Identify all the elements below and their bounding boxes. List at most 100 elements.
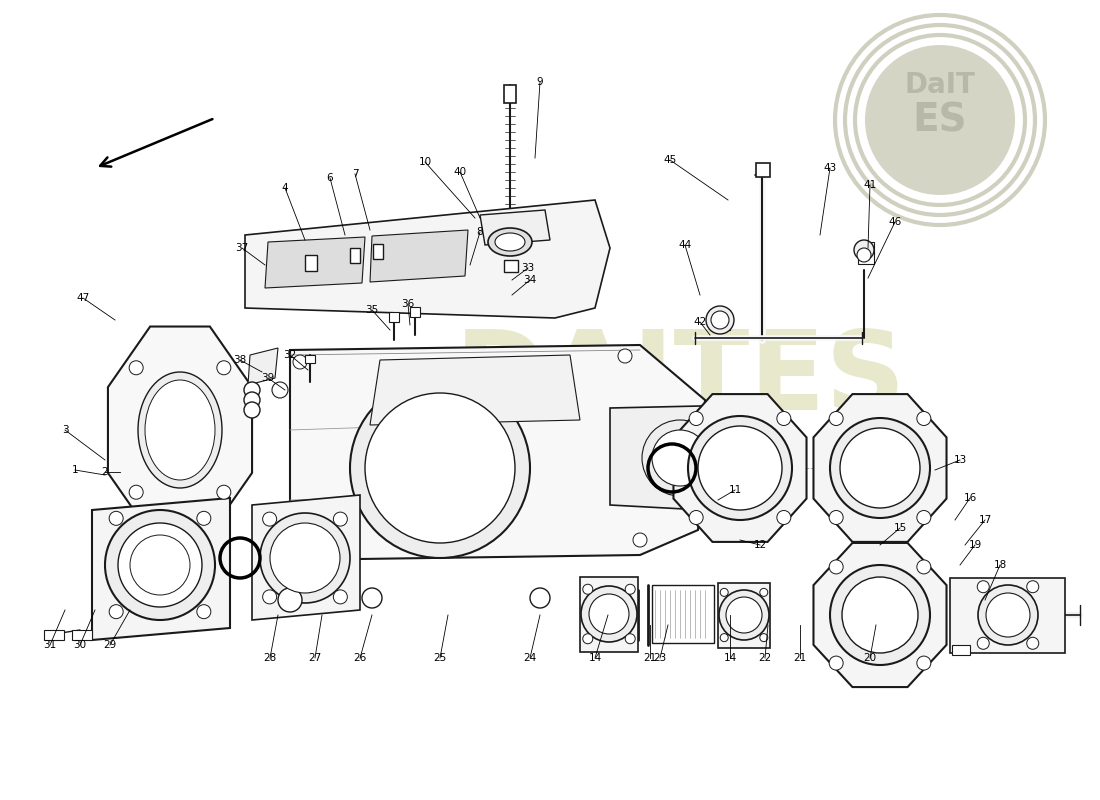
Circle shape [217,361,231,374]
Text: 45: 45 [663,155,676,165]
Text: 21: 21 [644,653,657,663]
Text: 1: 1 [72,465,78,475]
Bar [858,242,874,264]
Circle shape [711,311,729,329]
Text: 43: 43 [824,163,837,173]
Circle shape [244,392,260,408]
Circle shape [829,510,844,525]
Text: 31: 31 [43,640,56,650]
Circle shape [829,411,844,426]
Circle shape [217,486,231,499]
Circle shape [365,393,515,543]
Text: 28: 28 [263,653,276,663]
Text: 17: 17 [978,515,991,525]
Circle shape [625,634,635,644]
Circle shape [854,240,874,260]
Circle shape [104,510,214,620]
Polygon shape [673,394,806,542]
Circle shape [726,597,762,633]
Ellipse shape [145,380,214,480]
Circle shape [916,560,931,574]
Circle shape [777,510,791,525]
Bar [389,312,399,322]
Text: 37: 37 [235,243,249,253]
Bar [72,630,92,640]
Circle shape [857,248,871,262]
Circle shape [288,541,302,555]
Text: 21: 21 [793,653,806,663]
Circle shape [244,402,260,418]
Circle shape [865,45,1015,195]
Circle shape [698,426,782,510]
Ellipse shape [138,372,222,488]
Circle shape [333,512,348,526]
Bar [373,244,383,259]
Text: 29: 29 [103,640,117,650]
Text: DAITES: DAITES [454,326,905,434]
Text: 25: 25 [433,653,447,663]
Text: 32: 32 [284,350,297,360]
Text: 44: 44 [679,240,692,250]
Text: ES: ES [913,101,967,139]
Text: 30: 30 [74,640,87,650]
Circle shape [690,510,703,525]
Circle shape [652,430,708,486]
Polygon shape [814,394,946,542]
Circle shape [760,634,768,642]
Text: 46: 46 [889,217,902,227]
Text: a passion for parts since 1985: a passion for parts since 1985 [433,435,767,525]
Circle shape [642,420,718,496]
Text: 12: 12 [754,540,767,550]
Circle shape [197,605,211,618]
Circle shape [270,523,340,593]
Bar [504,260,518,272]
Bar [410,307,420,317]
Circle shape [583,584,593,594]
Polygon shape [610,405,748,512]
Circle shape [129,361,143,374]
Text: 20: 20 [864,653,877,663]
Circle shape [244,382,260,398]
Bar [718,583,770,648]
Text: 42: 42 [693,317,706,327]
Text: 24: 24 [524,653,537,663]
Circle shape [263,590,276,604]
Text: DaIT: DaIT [904,71,976,99]
Bar [44,630,64,640]
Polygon shape [480,210,550,245]
Circle shape [109,511,123,526]
Circle shape [986,593,1030,637]
Circle shape [688,416,792,520]
Circle shape [293,355,307,369]
Polygon shape [92,498,230,640]
Bar [756,163,770,177]
Polygon shape [814,543,946,687]
Text: 38: 38 [233,355,246,365]
Text: 18: 18 [993,560,1007,570]
Bar [712,310,730,330]
Text: 41: 41 [864,180,877,190]
Bar [580,577,638,652]
Text: 40: 40 [453,167,466,177]
Circle shape [618,349,632,363]
Bar [305,255,317,271]
Circle shape [625,584,635,594]
Circle shape [720,588,728,596]
Text: 14: 14 [588,653,602,663]
Ellipse shape [495,233,525,251]
Circle shape [978,585,1038,645]
Ellipse shape [488,228,532,256]
Circle shape [916,411,931,426]
Circle shape [260,513,350,603]
Text: 19: 19 [968,540,981,550]
Polygon shape [108,326,252,534]
Circle shape [977,581,989,593]
Text: 27: 27 [308,653,321,663]
Text: 16: 16 [964,493,977,503]
Text: 2: 2 [101,467,108,477]
Circle shape [129,486,143,499]
Text: 11: 11 [728,485,741,495]
Circle shape [588,594,629,634]
Circle shape [197,511,211,526]
Text: 33: 33 [521,263,535,273]
